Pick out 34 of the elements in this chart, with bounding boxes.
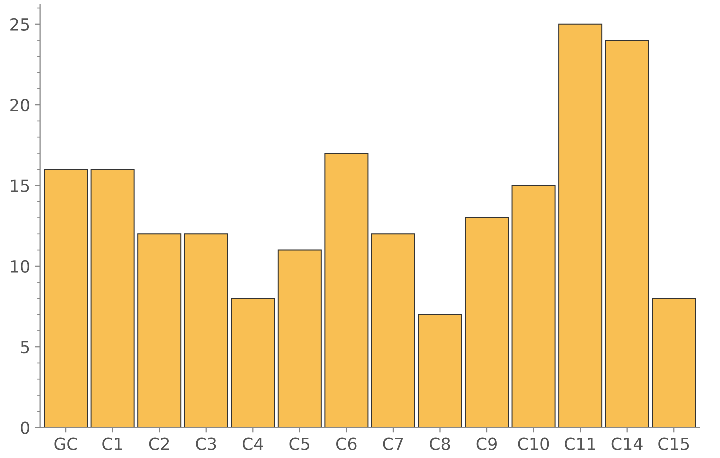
y-tick-label: 15 xyxy=(11,180,30,192)
y-tick-label: 20 xyxy=(10,99,30,112)
y-tick-label: 5 xyxy=(21,341,30,354)
x-tick-label: C14 xyxy=(612,438,643,450)
y-tick-label: 10 xyxy=(11,260,30,273)
bar xyxy=(138,234,182,428)
y-tick-label: 0 xyxy=(21,422,30,434)
bar xyxy=(418,314,462,428)
bar xyxy=(324,152,369,428)
bar xyxy=(652,298,696,428)
x-tick-label: C4 xyxy=(242,438,264,450)
x-tick-label: C7 xyxy=(383,438,404,450)
bar xyxy=(371,234,416,428)
bar xyxy=(512,185,556,428)
bar xyxy=(90,169,135,428)
x-tick-label: C15 xyxy=(658,438,690,450)
bar xyxy=(231,298,276,428)
bar xyxy=(278,250,322,428)
x-tick-label: C8 xyxy=(430,438,450,450)
bar xyxy=(558,24,603,428)
x-tick-label: C1 xyxy=(102,438,122,450)
x-tick-label: C3 xyxy=(196,438,216,450)
bar xyxy=(465,218,510,428)
bar xyxy=(44,169,88,428)
x-tick-label: C2 xyxy=(149,438,170,450)
x-tick-label: GC xyxy=(54,438,78,450)
bar xyxy=(605,40,650,428)
x-tick-label: C5 xyxy=(290,438,310,450)
x-tick-label: C11 xyxy=(565,438,596,450)
y-tick-label: 25 xyxy=(10,18,30,31)
x-tick-label: C9 xyxy=(476,438,497,450)
x-tick-label: C10 xyxy=(518,438,550,450)
x-tick-label: C6 xyxy=(336,438,357,450)
bar xyxy=(184,234,228,428)
